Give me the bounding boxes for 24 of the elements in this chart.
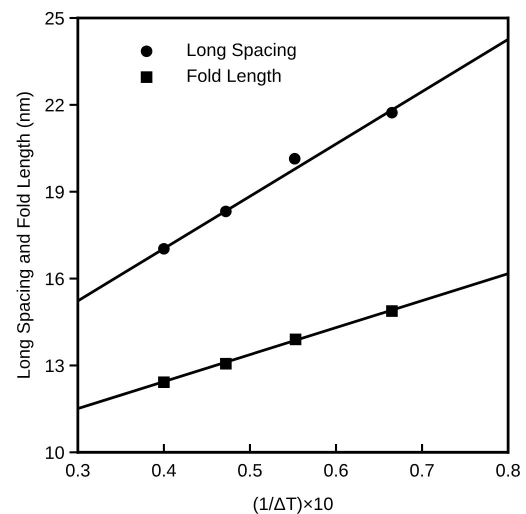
point <box>158 376 170 388</box>
x-tick-label: 0.6 <box>324 464 348 477</box>
y-axis-title: Long Spacing and Fold Length (nm) <box>16 92 34 378</box>
x-axis-title: (1/ΔT)×10 <box>254 496 333 514</box>
point <box>386 106 398 118</box>
y-tick-label: 16 <box>46 272 64 286</box>
y-tick-label: 22 <box>45 98 64 112</box>
point <box>386 305 398 317</box>
x-tick-label: 0.5 <box>238 464 262 477</box>
y-tick-label: 25 <box>45 12 64 25</box>
y-tick-label: 13 <box>46 359 64 372</box>
legend-label: Fold Length <box>188 68 280 86</box>
legend-label: Long Spacing <box>188 42 296 60</box>
point <box>290 334 302 346</box>
point <box>158 242 170 255</box>
point <box>220 358 232 370</box>
x-tick-label: 0.3 <box>66 464 90 477</box>
x-tick-label: 0.8 <box>496 464 520 477</box>
point <box>220 206 232 218</box>
y-tick-label: 19 <box>46 186 64 198</box>
x-tick-label: 0.7 <box>410 464 434 477</box>
y-tick-label: 10 <box>46 446 64 460</box>
point <box>288 152 301 165</box>
x-tick-label: 0.4 <box>152 464 176 477</box>
